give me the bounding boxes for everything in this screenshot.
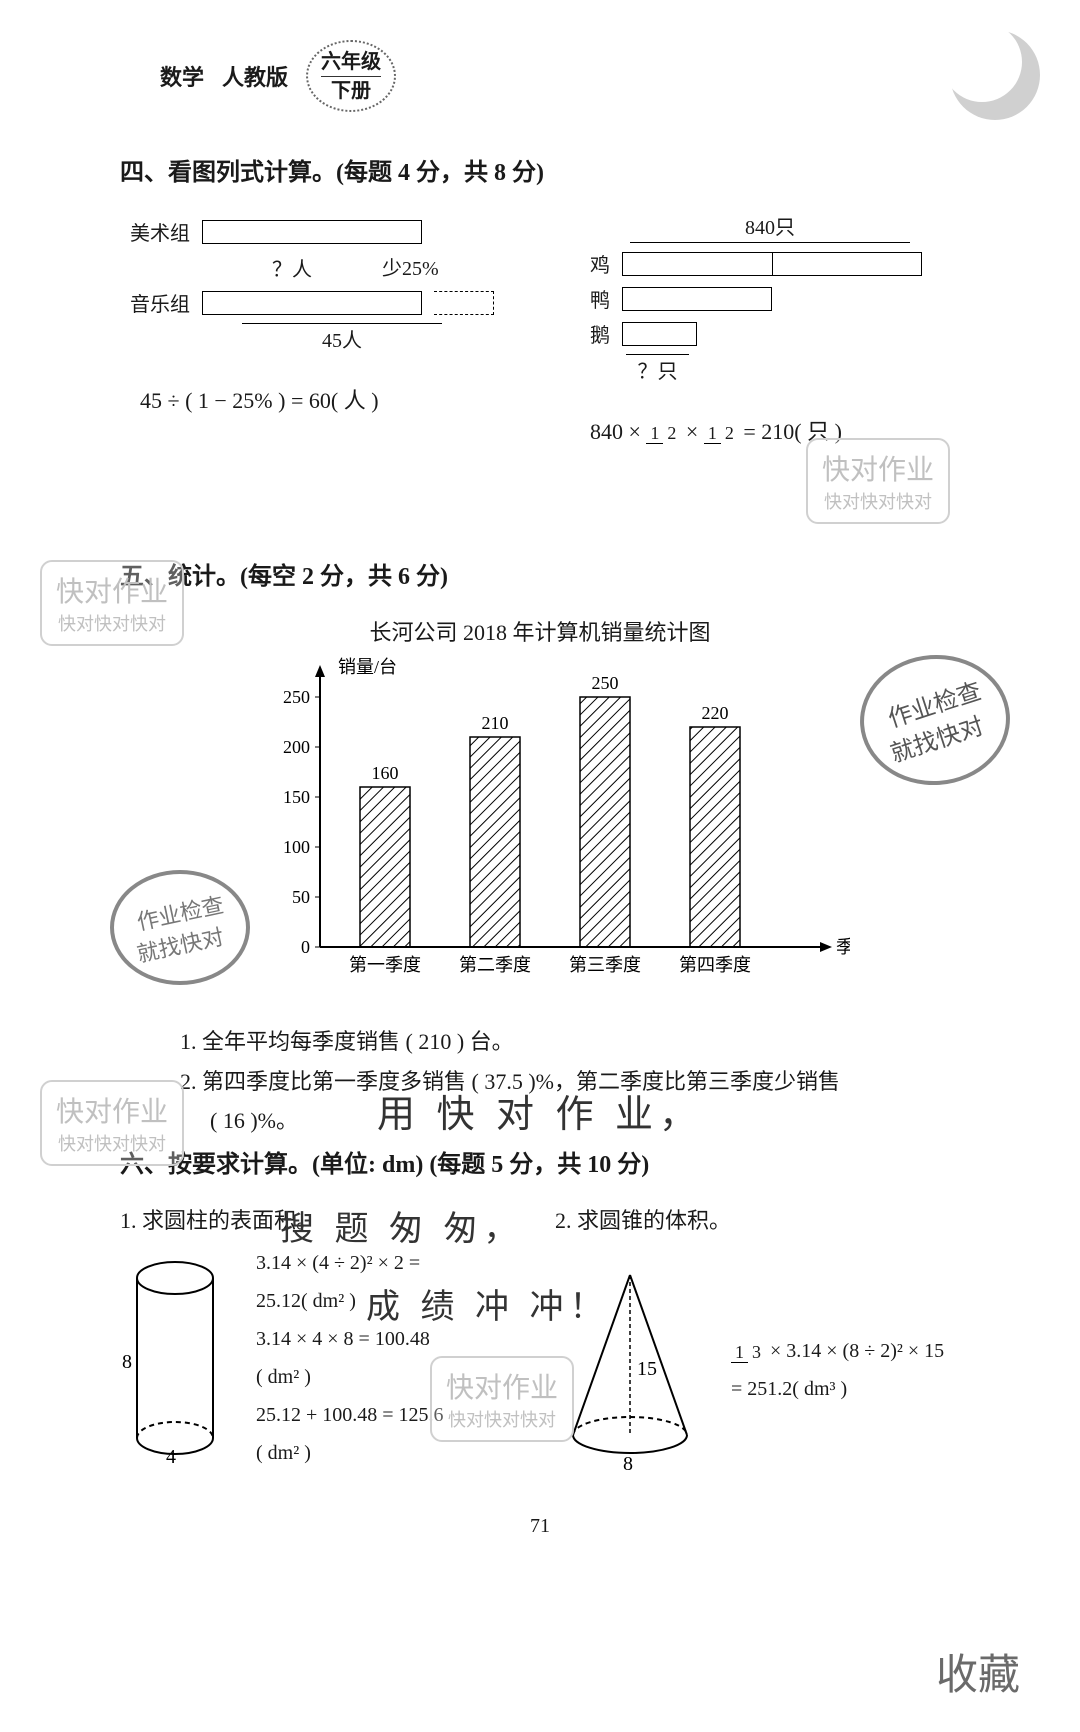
chart-title: 长河公司 2018 年计算机销量统计图 xyxy=(120,615,960,647)
less-pct: 少25% xyxy=(382,252,439,282)
goose-bar xyxy=(622,322,697,346)
svg-text:200: 200 xyxy=(283,737,310,757)
svg-text:第三季度: 第三季度 xyxy=(569,955,641,975)
q4-left: 美术组 ？人 少25% 音乐组 45人 45 ÷ ( 1 − 25% ) = 6 xyxy=(120,211,510,446)
music-group-bar xyxy=(202,291,422,315)
subject-label: 数学 xyxy=(160,60,204,92)
svg-text:210: 210 xyxy=(482,713,509,733)
q6-2-calc: 13 × 3.14 × (8 ÷ 2)² × 15 = 251.2( dm³ ) xyxy=(731,1332,944,1408)
page-number: 71 xyxy=(120,1515,960,1538)
svg-text:第二季度: 第二季度 xyxy=(459,955,531,975)
grade-bottom: 下册 xyxy=(331,79,371,103)
music-group-ext xyxy=(434,291,494,315)
eq-prefix: 840 × xyxy=(590,419,641,444)
watermark-4: 快对作业 快对快对快对 xyxy=(430,1356,574,1442)
bottom-count: 45人 xyxy=(322,330,362,352)
svg-text:季度: 季度 xyxy=(836,937,850,957)
hand-circle-2: 作业检查 就找快对 xyxy=(110,870,250,985)
top-count: 840只 xyxy=(745,217,795,239)
svg-text:第一季度: 第一季度 xyxy=(349,955,421,975)
svg-text:0: 0 xyxy=(301,937,310,957)
handwriting-3: 成 绩 冲 冲！ xyxy=(366,1276,610,1341)
svg-text:50: 50 xyxy=(292,887,310,907)
svg-text:100: 100 xyxy=(283,837,310,857)
cyl-d: 4 xyxy=(166,1446,176,1468)
svg-text:销量/台: 销量/台 xyxy=(338,657,397,677)
duck-bar xyxy=(622,287,772,311)
svg-text:250: 250 xyxy=(283,687,310,707)
section4-title: 四、看图列式计算。(每题 4 分，共 8 分) xyxy=(120,152,960,187)
svg-text:220: 220 xyxy=(702,703,729,723)
grade-badge: 六年级 下册 xyxy=(306,40,396,112)
favorite-button[interactable]: 收藏 xyxy=(936,1641,1020,1702)
svg-text:160: 160 xyxy=(372,763,399,783)
cylinder-shape: 8 4 xyxy=(120,1248,230,1468)
edition-label: 人教版 xyxy=(222,60,288,92)
q-people: ？人 xyxy=(202,252,382,282)
q4-left-equation: 45 ÷ ( 1 − 25% ) = 60( 人 ) xyxy=(140,383,510,415)
chicken-bar xyxy=(622,252,922,276)
q6-1-calc: 3.14 × (4 ÷ 2)² × 2 = 25.12( dm² ) 成 绩 冲… xyxy=(256,1244,444,1472)
page-header: 数学 人教版 六年级 下册 xyxy=(160,40,960,112)
section5-title: 五、统计。(每空 2 分，共 6 分) xyxy=(120,556,960,591)
svg-text:150: 150 xyxy=(283,787,310,807)
bar-chart: 销量/台季度 0 50 100 150 200 250 160 第一季度 210 第二季度 250 第三… xyxy=(230,657,850,997)
art-group-bar xyxy=(202,220,422,244)
grade-top: 六年级 xyxy=(321,50,381,74)
section4-body: 美术组 ？人 少25% 音乐组 45人 45 ÷ ( 1 − 25% ) = 6 xyxy=(120,211,960,446)
q6-2-prompt: 2. 求圆锥的体积。 xyxy=(555,1203,960,1235)
art-group-label: 美术组 xyxy=(120,217,190,246)
watermark-3: 快对作业 快对快对快对 xyxy=(40,1080,184,1166)
watermark-2: 快对作业 快对快对快对 xyxy=(40,560,184,646)
duck-label: 鸭 xyxy=(570,284,610,313)
cone-d: 8 xyxy=(623,1453,633,1475)
moon-icon xyxy=(950,30,1040,120)
q-count: ？只 xyxy=(638,361,678,383)
q6-part2: 2. 求圆锥的体积。 15 8 13 × 3.14 × (8 ÷ 2)² × 1… xyxy=(555,1203,960,1475)
cyl-h: 8 xyxy=(122,1351,132,1373)
watermark-1: 快对作业 快对快对快对 xyxy=(806,438,950,524)
section6-title: 六、按要求计算。(单位: dm) (每题 5 分，共 10 分) xyxy=(120,1144,960,1179)
handwriting-2: 搜 题 匆 匆， xyxy=(280,1201,525,1250)
music-group-label: 音乐组 xyxy=(120,288,190,317)
svg-text:第四季度: 第四季度 xyxy=(679,955,751,975)
cone-h: 15 xyxy=(637,1358,657,1380)
chicken-label: 鸡 xyxy=(570,249,610,278)
svg-text:250: 250 xyxy=(592,673,619,693)
goose-label: 鹅 xyxy=(570,319,610,348)
q4-right: 840只 鸡 鸭 鹅 xyxy=(570,211,960,446)
